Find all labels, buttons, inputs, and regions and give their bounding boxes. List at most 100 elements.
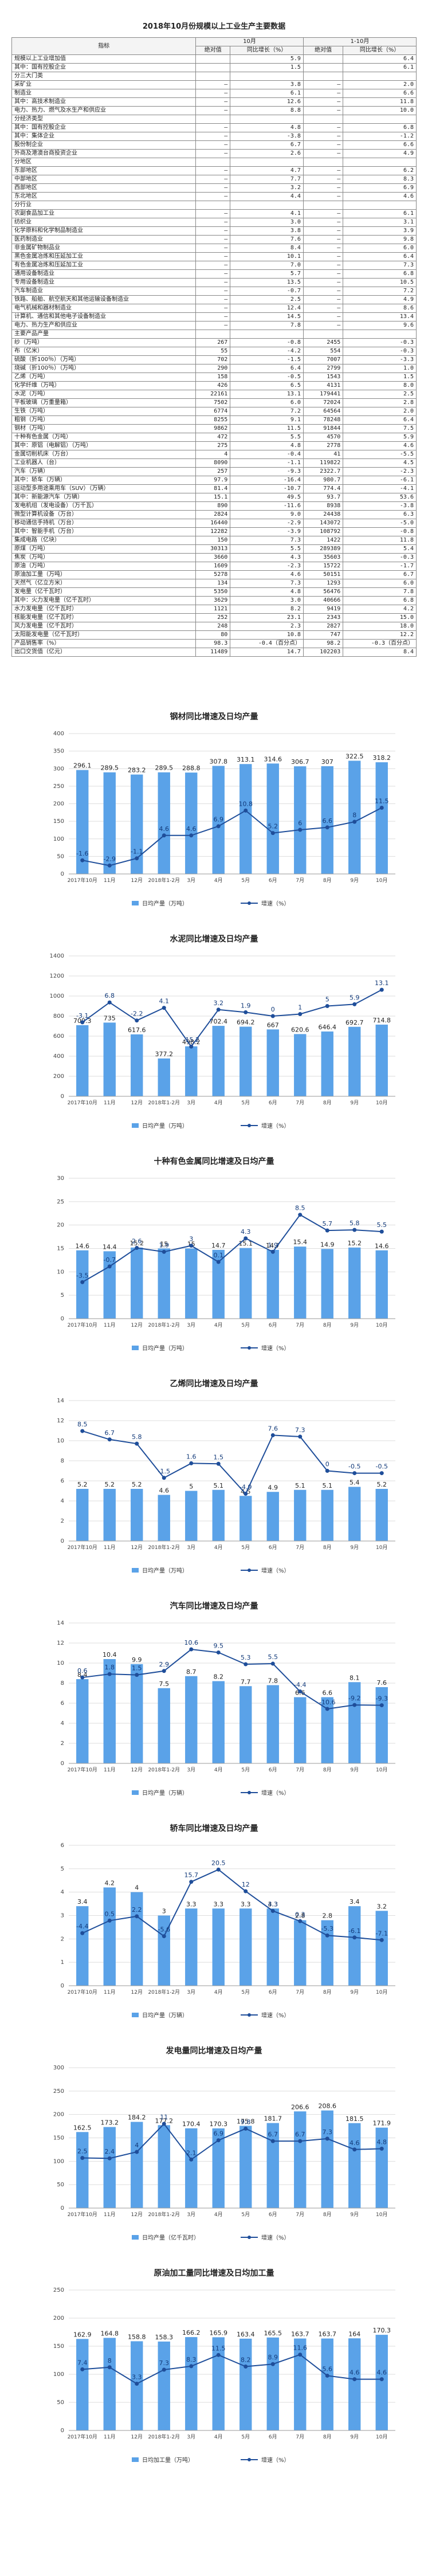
- line-value-label: 6.7: [295, 2131, 305, 2138]
- row-value: 4.6: [230, 570, 304, 579]
- row-value: 18.0: [343, 622, 417, 631]
- row-value: 15.1: [195, 493, 231, 502]
- row-value: 10.5: [343, 278, 417, 287]
- table-row: 水泥（万吨） 22161 13.1 179441 2.5: [11, 390, 417, 399]
- row-value: -0.4（百分点）: [230, 639, 304, 648]
- row-value: 290: [195, 364, 231, 373]
- bar: [185, 1248, 198, 1319]
- line-value-label: 1: [298, 1004, 302, 1011]
- table-row: 工业机器人（台） 8090 -1.1 119822 4.5: [11, 458, 417, 468]
- line-value-label: 10.6: [184, 1639, 199, 1646]
- line-value-label: -4.9: [239, 1484, 252, 1491]
- y-tick-label: 4: [61, 1498, 64, 1504]
- row-value: 6.4: [230, 364, 304, 373]
- line-value-label: 0.3: [295, 1911, 305, 1918]
- x-tick-label: 5月: [241, 1544, 250, 1551]
- row-value: 5.5: [230, 544, 304, 554]
- line-point: [216, 2352, 221, 2357]
- y-tick-label: 0: [61, 1538, 64, 1544]
- x-tick-label: 2018年1-2月: [148, 1322, 180, 1328]
- table-row: 电气机械和器材制造业 —12.4—8.6: [11, 304, 417, 313]
- x-tick-label: 3月: [187, 2212, 195, 2218]
- row-value: 81.4: [195, 484, 231, 493]
- table-row: 其中：智能手机（万台） 12282 -3.9 108792 -0.8: [11, 527, 417, 536]
- line-point: [298, 2139, 303, 2143]
- chart-svg: 钢材同比增速及日均产量 0 50 100 150 200 250 300 350 400 296.1…: [53, 712, 395, 907]
- bar: [185, 1491, 198, 1541]
- bar-value-label: 5.2: [105, 1481, 115, 1488]
- row-label: 东北地区: [11, 192, 197, 201]
- bar-value-label: 7.7: [241, 1678, 251, 1685]
- x-tick-label: 11月: [104, 1100, 115, 1106]
- row-value: 2455: [303, 338, 344, 347]
- row-label: 风力发电量（亿千瓦时）: [11, 622, 197, 631]
- bar-value-label: 3.2: [377, 1903, 387, 1910]
- bar: [239, 1686, 252, 1763]
- row-value: 9.1: [230, 415, 304, 425]
- row-label: 其中：集体企业: [11, 132, 197, 141]
- row-value: 15722: [303, 562, 344, 571]
- bar: [158, 2125, 170, 2208]
- table-row: 集成电路（亿块） 150 7.3 1422 11.8: [11, 536, 417, 545]
- y-tick-label: 1000: [50, 993, 64, 999]
- line-value-label: 0.5: [105, 1910, 115, 1918]
- line-value-label: 1.9: [159, 1241, 170, 1249]
- line-value-label: -9.2: [348, 1695, 360, 1702]
- bar-value-label: 283.2: [128, 767, 146, 774]
- x-tick-label: 8月: [323, 1100, 332, 1106]
- x-tick-label: 7月: [296, 2434, 304, 2440]
- bar-value-label: 5: [189, 1483, 193, 1491]
- row-label: 制造业: [11, 89, 197, 98]
- row-label: 生铁（万吨）: [11, 407, 197, 416]
- legend-swatch-bar: [132, 2013, 139, 2017]
- bar-value-label: 164.8: [101, 2330, 119, 2337]
- legend-marker: [248, 1124, 251, 1127]
- x-tick-label: 10月: [376, 1989, 387, 1995]
- y-tick-label: 0: [61, 2205, 64, 2212]
- row-value: -3.8: [343, 501, 417, 511]
- bar: [212, 1249, 225, 1319]
- x-tick-label: 9月: [350, 1322, 359, 1328]
- table-row: 风力发电量（亿千瓦时） 248 2.3 2827 18.0: [11, 622, 417, 631]
- line-point: [298, 1689, 303, 1694]
- bar: [158, 1495, 170, 1541]
- row-value: 3.9: [343, 226, 417, 236]
- bar: [266, 1249, 279, 1319]
- chart-title: 钢材同比增速及日均产量: [170, 712, 258, 722]
- x-tick-label: 2017年10月: [68, 877, 97, 884]
- bar-value-label: 4.5: [241, 1488, 251, 1495]
- row-label: 原油加工量（万吨）: [11, 570, 197, 579]
- line-point: [216, 2138, 221, 2143]
- bar-value-label: 307: [321, 758, 333, 766]
- row-value: 5278: [195, 570, 231, 579]
- x-tick-label: 3月: [187, 1322, 195, 1328]
- table-row: 水力发电量（亿千瓦时） 1121 8.2 9419 4.2: [11, 605, 417, 614]
- line-value-label: 1.6: [186, 1453, 197, 1460]
- x-tick-label: 11月: [104, 2434, 115, 2440]
- row-value: [303, 54, 344, 64]
- row-value: 6.0: [230, 398, 304, 407]
- row-value: 7007: [303, 355, 344, 364]
- bar-value-label: 7.8: [268, 1677, 278, 1685]
- table-row: 产品销售率（%） 98.3 -0.4（百分点） 98.2 -0.3（百分点）: [11, 639, 417, 648]
- bar-value-label: 9.9: [132, 1656, 142, 1664]
- x-tick-label: 9月: [350, 1989, 359, 1995]
- row-value: -3.3: [343, 355, 417, 364]
- line-point: [216, 1260, 221, 1264]
- row-value: [230, 201, 304, 210]
- row-value: 3629: [195, 596, 231, 605]
- table-row: 发电量（亿千瓦时） 5350 4.8 56476 7.8: [11, 587, 417, 597]
- line-point: [162, 2122, 166, 2126]
- line-point: [244, 2365, 248, 2369]
- y-tick-label: 300: [53, 766, 64, 772]
- table-row: 其中：高技术制造业 —12.6—11.8: [11, 97, 417, 107]
- bar: [321, 2110, 333, 2208]
- row-value: —: [195, 123, 231, 132]
- row-label: 发电量（亿千瓦时）: [11, 587, 197, 597]
- y-tick-label: 100: [53, 2158, 64, 2165]
- line-point: [325, 2373, 329, 2378]
- row-label: 出口交货值（亿元）: [11, 648, 197, 657]
- line-point: [135, 2150, 139, 2154]
- bar: [321, 766, 333, 874]
- line-value-label: 1.5: [214, 1453, 224, 1461]
